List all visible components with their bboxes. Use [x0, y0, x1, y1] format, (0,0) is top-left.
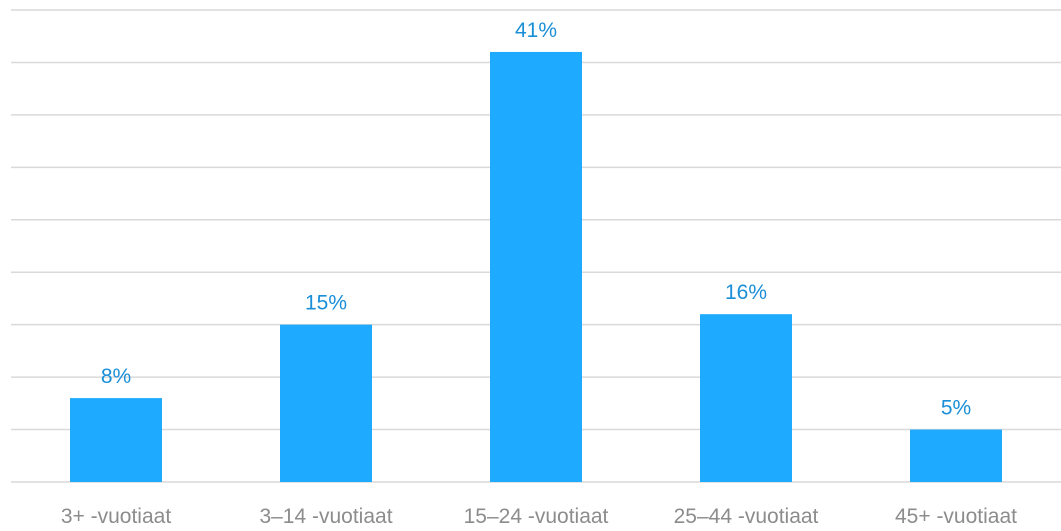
bar	[700, 314, 792, 482]
x-tick-label: 3–14 -vuotiaat	[259, 505, 392, 528]
data-label: 15%	[305, 292, 347, 315]
bars	[70, 51, 1002, 482]
data-label: 41%	[515, 19, 557, 42]
x-tick-label: 15–24 -vuotiaat	[464, 505, 609, 528]
bar	[70, 398, 162, 482]
bar	[280, 324, 372, 482]
data-label: 16%	[725, 281, 767, 304]
data-label: 5%	[941, 397, 971, 420]
x-tick-label: 3+ -vuotiaat	[61, 505, 171, 528]
data-label: 8%	[101, 365, 131, 388]
x-tick-label: 25–44 -vuotiaat	[674, 505, 819, 528]
bar	[490, 51, 582, 482]
data-labels: 8% 15% 41% 16% 5%	[101, 19, 971, 420]
bar	[910, 429, 1002, 482]
x-tick-label: 45+ -vuotiaat	[895, 505, 1017, 528]
x-axis-tick-labels: 3+ -vuotiaat 3–14 -vuotiaat 15–24 -vuotiaa…	[61, 505, 1017, 528]
